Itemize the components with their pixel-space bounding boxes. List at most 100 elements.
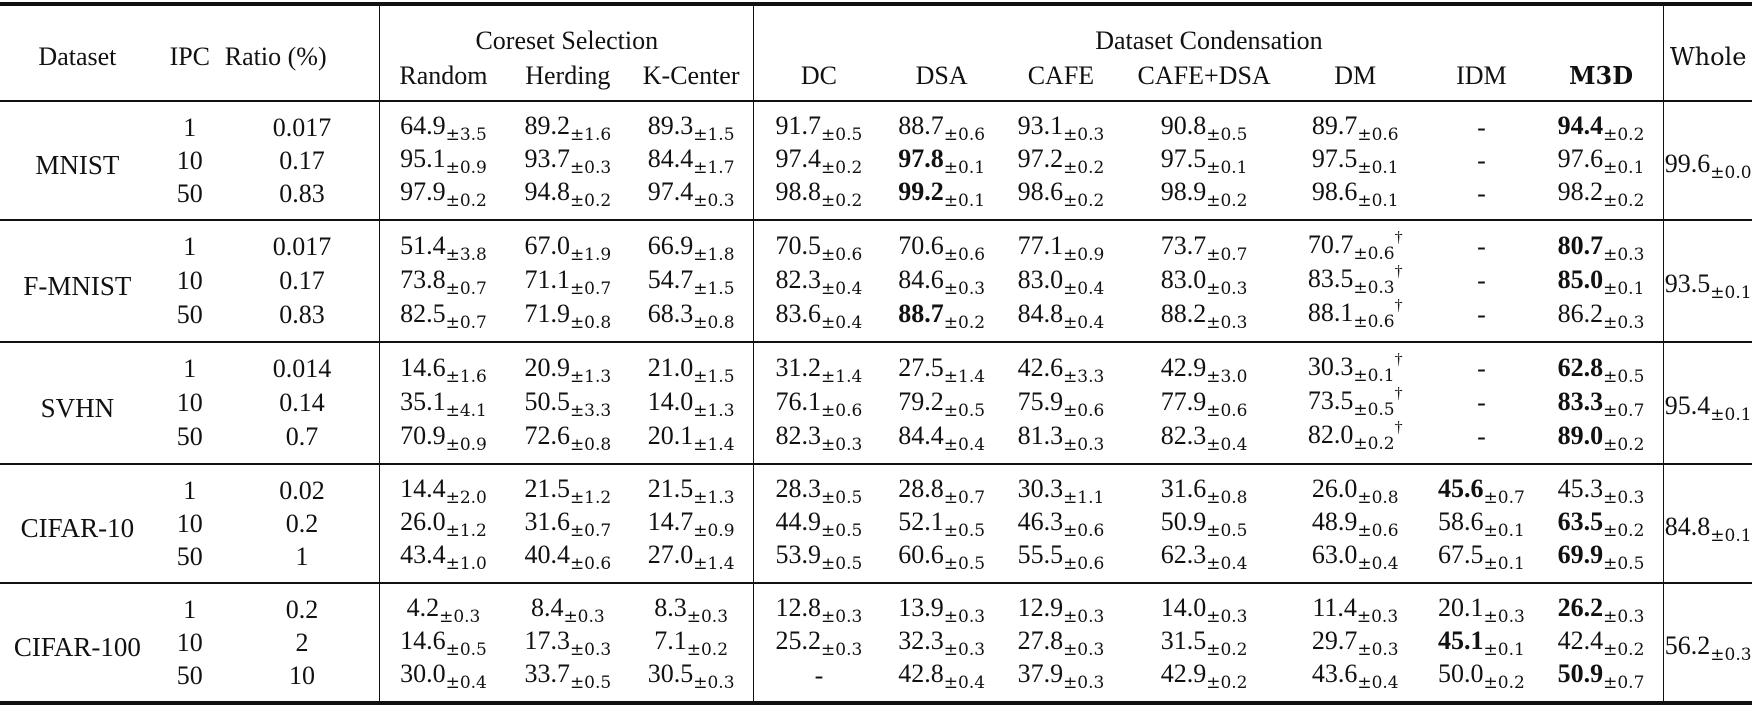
table-row: 50 0.83 97.9±0.2 94.8±0.2 97.4±0.3 98.8±0.2 99…: [0, 177, 1752, 220]
result-value-group: 83.6±0.4: [776, 299, 863, 333]
mean-accuracy: 46.3: [1017, 507, 1064, 536]
mean-accuracy: 71.1: [524, 264, 570, 294]
mean-accuracy: 81.3: [1017, 420, 1064, 450]
ratio-value: 0.17: [279, 145, 325, 175]
result-cell: 27.8±0.3: [1000, 626, 1122, 660]
result-value-group: 83.0±0.3: [1160, 264, 1248, 299]
result-value-group: -: [1477, 232, 1486, 262]
std-deviation: ±0.4: [445, 673, 487, 693]
mean-accuracy: 98.9: [1160, 177, 1207, 206]
std-deviation: ±0.9: [693, 521, 735, 541]
std-deviation: ±0.2: [1206, 191, 1248, 211]
result-cell: 42.8±0.4: [883, 659, 1000, 703]
result-cell: 43.4±1.0: [379, 540, 507, 583]
result-value-group: -: [1477, 422, 1486, 452]
result-cell: 79.2±0.5: [883, 386, 1000, 421]
std-deviation: ±0.5: [1206, 521, 1248, 541]
result-cell: 48.9±0.6: [1286, 507, 1424, 541]
header-method-cafe-dsa: CAFE+DSA: [1137, 61, 1271, 90]
result-cell: 98.9±0.2: [1122, 177, 1286, 220]
std-deviation: ±0.7: [569, 278, 612, 299]
std-deviation: ±1.0: [445, 554, 487, 574]
result-cell: 28.3±0.5: [753, 464, 884, 508]
ipc-value: 50: [176, 300, 203, 329]
std-deviation: ±0.1: [1353, 366, 1395, 386]
std-deviation: ±0.3: [1206, 607, 1248, 627]
std-deviation: ±0.2: [1353, 434, 1395, 454]
result-cell: 20.1±1.4: [629, 420, 754, 464]
std-deviation: ±0.5: [569, 673, 612, 693]
mean-accuracy: 8.3: [654, 593, 687, 622]
header-method-dc: DC: [753, 56, 884, 101]
result-cell: 83.0±0.4: [1000, 264, 1122, 299]
not-available-dash: -: [1477, 266, 1486, 295]
result-cell: 82.5±0.7: [379, 298, 507, 342]
result-cell: 88.2±0.3: [1122, 298, 1286, 342]
result-value-group: 42.6±3.3: [1018, 353, 1105, 387]
result-cell: 84.4±1.7: [629, 144, 754, 178]
std-deviation: ±0.1: [1483, 640, 1525, 660]
result-value-group: 99.2±0.1: [898, 177, 986, 211]
mean-accuracy: 97.9: [400, 177, 446, 206]
dagger-footnote-mark: †: [1394, 229, 1403, 246]
mean-accuracy: 83.0: [1160, 264, 1207, 294]
std-deviation: ±3.3: [569, 400, 612, 421]
header-row-methods: Random Herding K-Center DC DSA CAFE CAFE+DSA DM…: [0, 56, 1752, 101]
mean-accuracy: 88.2: [1160, 298, 1207, 328]
mean-accuracy: 45.3: [1557, 474, 1604, 503]
table-row: CIFAR-100 1 0.2 4.2±0.3 8.4±0.3 8.3±0.3 12.8±0…: [0, 583, 1752, 703]
result-value-group: 30.5±0.3: [648, 659, 735, 693]
result-value-group: 70.7±0.6†: [1308, 229, 1403, 264]
ratio-value: 0.017: [272, 112, 332, 142]
result-cell: 89.2±1.6: [507, 101, 629, 145]
mean-accuracy: 73.7: [1160, 230, 1207, 260]
std-deviation: ±0.6: [1206, 400, 1248, 421]
table-row: 10 2 14.6±0.5 17.3±0.3 7.1±0.2 25.2±0.3 32.3±0…: [0, 626, 1752, 660]
table-row: F-MNIST 1 0.017 51.4±3.8 67.0±1.9 66.9±1.8 70.…: [0, 220, 1752, 342]
mean-accuracy: 30.3: [1017, 474, 1064, 503]
ipc-value: 1: [183, 112, 197, 142]
mean-accuracy: 11.4: [1312, 593, 1357, 622]
std-deviation: ±0.2: [686, 640, 729, 660]
std-deviation: ±0.2: [1603, 521, 1645, 541]
std-deviation: ±0.1: [943, 191, 986, 211]
std-deviation: ±0.7: [445, 312, 487, 333]
std-deviation: ±0.7: [1603, 400, 1645, 421]
std-deviation: ±0.5: [821, 521, 863, 541]
std-deviation: ±0.1: [1483, 521, 1525, 541]
dagger-footnote-mark: †: [1394, 351, 1403, 368]
mean-accuracy: 97.8: [898, 144, 944, 173]
mean-accuracy: 28.8: [898, 474, 944, 503]
result-value-group: 88.7±0.6: [898, 111, 985, 145]
result-value-group: 35.1±4.1: [400, 387, 487, 421]
std-deviation: ±0.3: [1710, 644, 1752, 665]
result-cell: 11.4±0.3: [1286, 583, 1424, 627]
result-value-group: 63.5±0.2: [1558, 507, 1645, 541]
ratio-value: 0.2: [285, 594, 319, 624]
result-value-group: 25.2±0.3: [775, 626, 863, 660]
result-value-group: 84.8±0.4: [1018, 299, 1105, 333]
std-deviation: ±2.0: [445, 488, 487, 508]
result-cell: 88.7±0.6: [883, 101, 1000, 145]
mean-accuracy: 97.5: [1160, 144, 1207, 173]
result-value-group: 11.4±0.3: [1312, 593, 1398, 627]
std-deviation: ±0.8: [1206, 488, 1248, 508]
std-deviation: ±0.4: [1357, 673, 1399, 693]
mean-accuracy: 25.2: [775, 626, 822, 655]
mean-accuracy: 88.7: [898, 298, 944, 328]
std-deviation: ±4.1: [445, 400, 487, 421]
std-deviation: ±0.9: [1063, 244, 1105, 265]
result-cell: 45.6±0.7: [1424, 464, 1539, 508]
result-cell: 33.7±0.5: [507, 659, 629, 703]
mean-accuracy: 68.3: [647, 298, 694, 328]
result-value-group: 30.3±1.1: [1017, 474, 1105, 508]
std-deviation: ±0.8: [1357, 488, 1399, 508]
header-row-groups: Dataset IPC Ratio (%) Coreset Selection Data…: [0, 2, 1752, 101]
result-cell: 60.6±0.5: [883, 540, 1000, 583]
mean-accuracy: 84.4: [647, 144, 694, 173]
result-value-group: 62.3±0.4: [1161, 540, 1248, 574]
result-cell: 73.5±0.5†: [1286, 385, 1424, 420]
result-cell: 42.4±0.2: [1539, 626, 1664, 660]
result-value-group: 98.2±0.2: [1558, 177, 1645, 211]
